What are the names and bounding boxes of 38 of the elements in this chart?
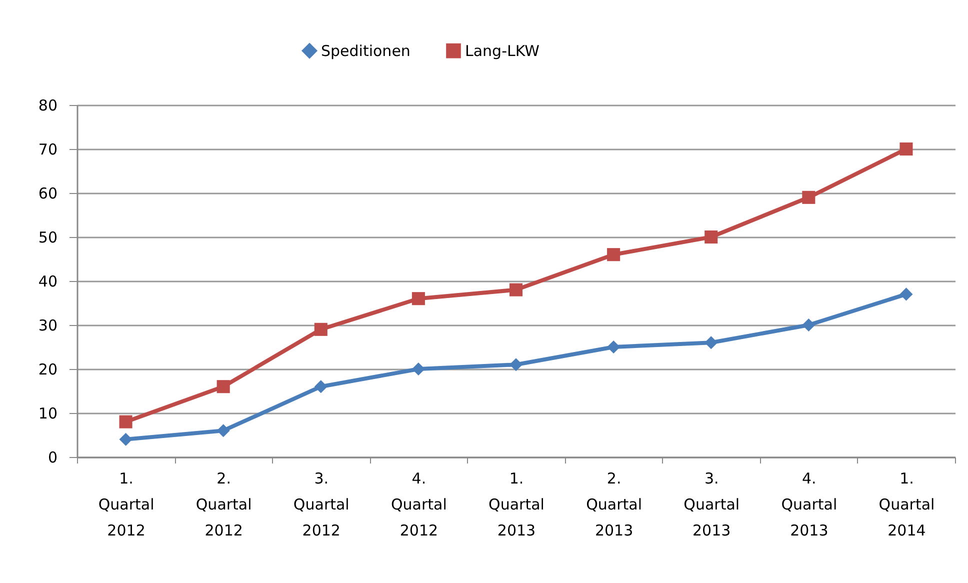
point [704, 336, 718, 350]
y-tick-label: 10 [38, 404, 58, 422]
point [509, 358, 523, 372]
point [314, 380, 328, 394]
y-tick-label: 0 [48, 448, 58, 466]
legend-label: Lang-LKW [465, 42, 540, 60]
x-tick-label: 1. Quartal 2013 [488, 470, 544, 540]
x-tick-label: 2. Quartal 2012 [196, 470, 252, 540]
x-tick-label: 3. Quartal 2012 [293, 470, 350, 540]
point [216, 424, 230, 438]
point [412, 292, 425, 306]
y-tick-label: 50 [38, 228, 58, 246]
point [802, 318, 816, 332]
y-tick-label: 20 [38, 360, 58, 378]
point [119, 432, 132, 446]
y-tick-label: 30 [38, 316, 58, 334]
x-tick-label: 1. Quartal 2014 [878, 470, 935, 540]
point [607, 340, 620, 354]
point [412, 362, 425, 376]
y-tick-label: 60 [38, 184, 58, 202]
x-tick-label: 3. Quartal 2013 [684, 470, 740, 540]
y-tick-label: 80 [38, 96, 58, 114]
point [509, 283, 523, 296]
point [704, 230, 718, 244]
y-tick-label: 40 [38, 272, 58, 290]
x-tick-label: 1. Quartal 2012 [98, 470, 154, 540]
legend-label: Speditionen [321, 42, 410, 60]
y-tick-label: 70 [38, 140, 58, 158]
point [802, 190, 816, 204]
x-tick-label: 4. Quartal 2013 [781, 470, 838, 540]
point [607, 248, 620, 262]
point [900, 288, 913, 301]
point [900, 142, 913, 156]
x-tick-label: 4. Quartal 2012 [390, 470, 447, 540]
point [216, 380, 230, 394]
point [119, 415, 132, 428]
x-tick-label: 2. Quartal 2013 [586, 470, 642, 540]
point [314, 322, 328, 336]
